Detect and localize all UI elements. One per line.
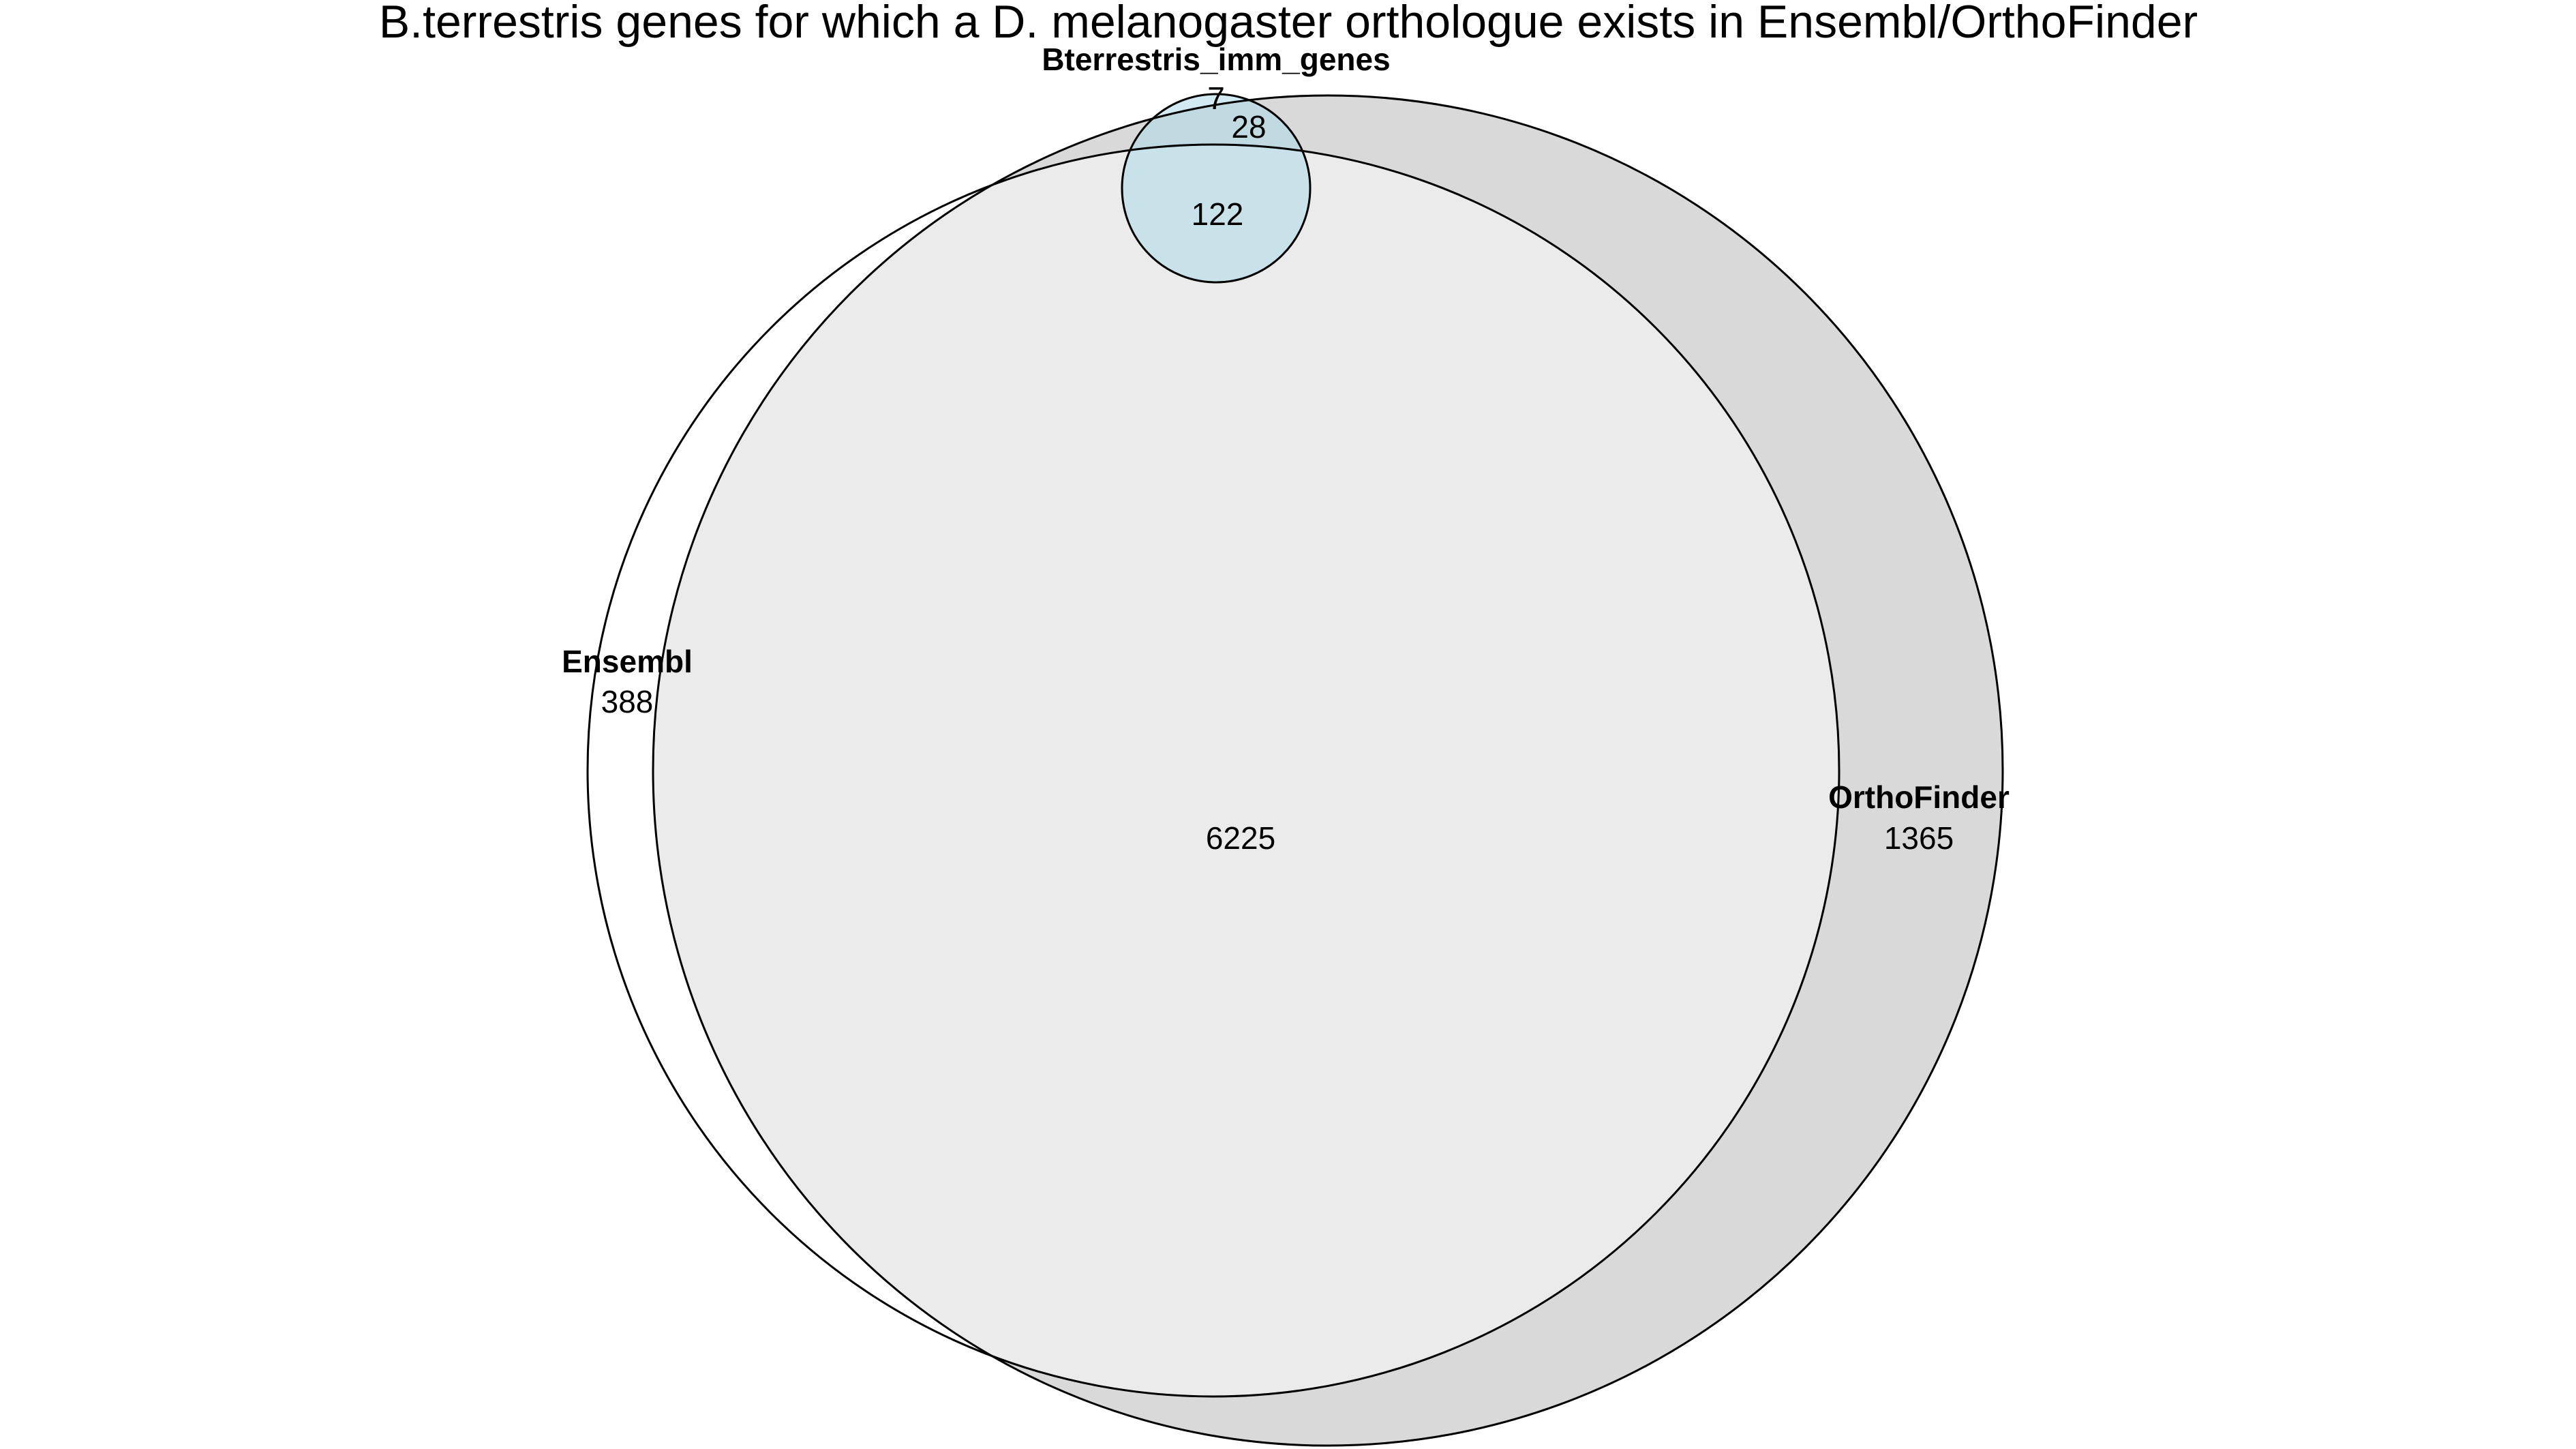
ensembl-orthofinder-overlap-fill — [653, 145, 1839, 1396]
immune-circle-outline — [1121, 93, 1312, 284]
immune-circle-fill — [1122, 94, 1310, 282]
set-label-ensembl: Ensembl — [562, 644, 693, 679]
ensembl-circle-outline — [586, 143, 1840, 1398]
count-immune-ensembl-orthofinder: 122 — [1192, 196, 1244, 232]
count-ensembl-only: 388 — [601, 684, 654, 719]
diagram-title: B.terrestris genes for which a D. melano… — [379, 0, 2198, 48]
count-ensembl-orthofinder: 6225 — [1206, 820, 1275, 856]
count-immune-orthofinder: 28 — [1231, 109, 1266, 145]
orthofinder-circle-outline — [652, 94, 2004, 1447]
set-label-immune: Bterrestris_imm_genes — [1042, 42, 1390, 77]
count-orthofinder-only: 1365 — [1884, 820, 1954, 856]
count-immune-only: 7 — [1207, 80, 1225, 116]
set-label-orthofinder: OrthoFinder — [1828, 779, 2010, 815]
